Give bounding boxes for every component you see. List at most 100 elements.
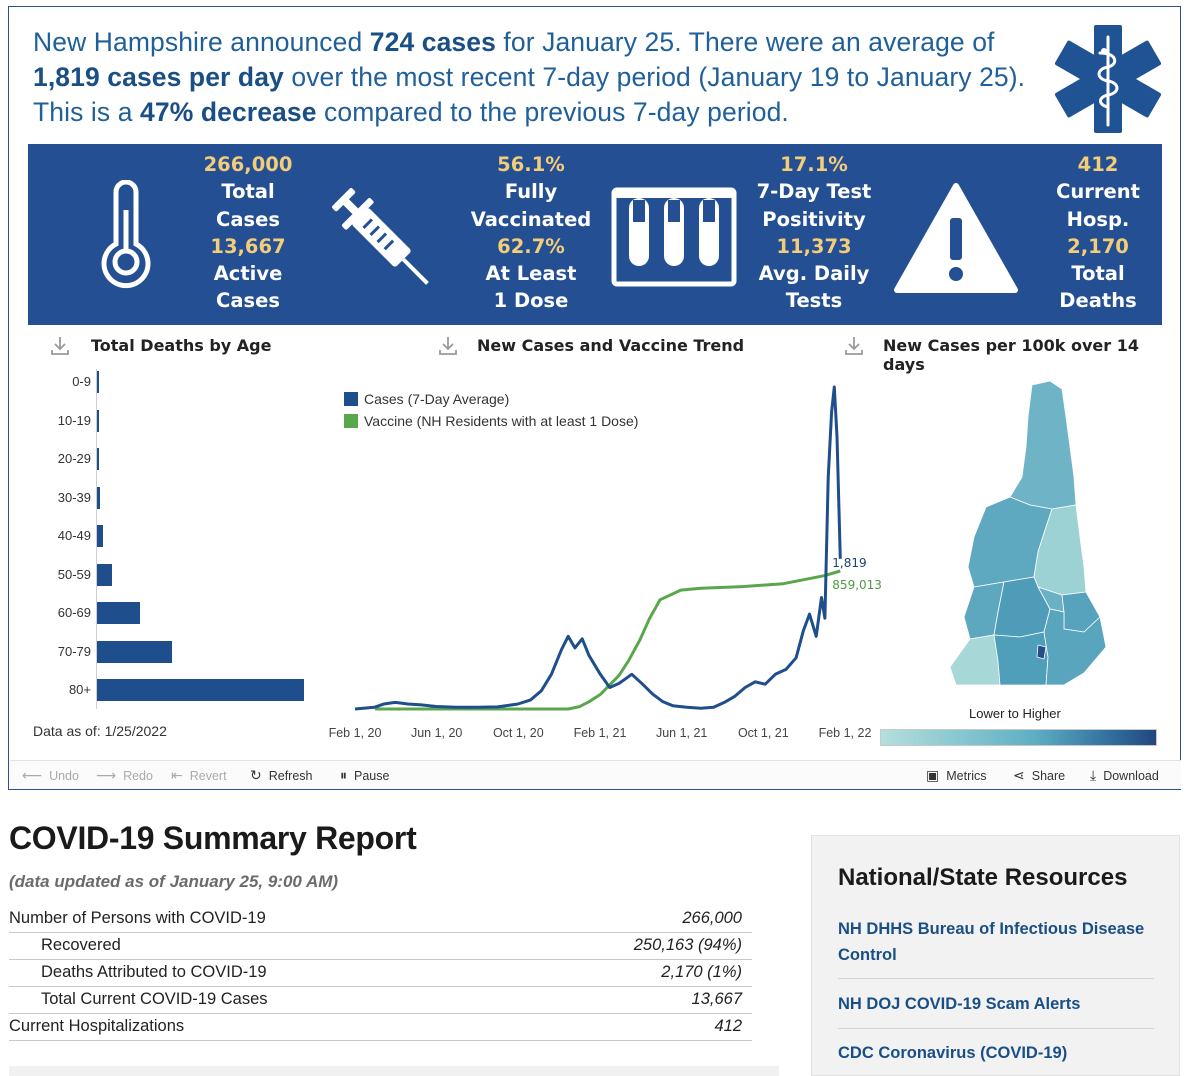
age-tick-label: 0-9 — [72, 374, 91, 389]
kpi-label: Hosp. — [1066, 207, 1130, 231]
metrics-button[interactable]: ▣ Metrics — [926, 767, 987, 784]
map-county-rockingham[interactable] — [1043, 608, 1107, 686]
map-county-coos[interactable] — [1009, 380, 1077, 510]
age-row: 80+ — [29, 679, 329, 701]
download-button[interactable]: ⤓ Download — [1090, 767, 1159, 784]
nh-county-map[interactable] — [934, 377, 1114, 687]
age-row: 30-39 — [29, 486, 329, 509]
age-bar[interactable] — [97, 448, 99, 470]
map-county-hillsborough[interactable] — [993, 631, 1049, 686]
kpi-label: 1 Dose — [493, 289, 569, 313]
map-county-cheshire[interactable] — [949, 634, 1001, 686]
kpi-value: 2,170 — [1067, 234, 1129, 258]
kpi-label: Vaccinated — [470, 207, 592, 231]
vaccine-series-line[interactable] — [375, 569, 841, 711]
revert-button[interactable]: ⇤ Revert — [171, 767, 227, 784]
summary-footer-band — [9, 1066, 779, 1076]
syringe-icon — [332, 188, 429, 285]
cases-series-line[interactable] — [354, 385, 842, 711]
kpi-label: Total — [221, 180, 275, 204]
divider — [838, 1028, 1154, 1029]
headline-avg-cases: 1,819 cases per day — [33, 62, 284, 92]
table-row: Number of Persons with COVID-19 266,000 — [9, 905, 752, 933]
map-county-highlight[interactable] — [1036, 644, 1047, 660]
row-label: Total Current COVID-19 Cases — [9, 986, 519, 1014]
x-tick-label: Feb 1, 20 — [329, 726, 382, 740]
section-title-trend: New Cases and Vaccine Trend — [477, 336, 745, 355]
table-row: Total Current COVID-19 Cases 13,667 — [9, 986, 752, 1014]
age-bar[interactable] — [97, 409, 99, 432]
age-tick-label: 50-59 — [57, 566, 91, 582]
row-value: 2,170 (1%) — [518, 959, 752, 987]
legend-cases: Cases (7-Day Average) — [344, 391, 509, 407]
data-as-of-label: Data as of: 1/25/2022 — [33, 723, 167, 739]
x-tick-label: Oct 1, 21 — [738, 726, 789, 740]
undo-button[interactable]: ⟵ Undo — [22, 767, 79, 784]
download-icon[interactable] — [439, 336, 457, 356]
age-row: 0-9 — [29, 371, 329, 393]
kpi-label: Cases — [216, 289, 280, 313]
headline-summary: New Hampshire announced 724 cases for Ja… — [33, 25, 1043, 130]
metrics-icon: ▣ — [926, 767, 940, 783]
kpi-value: 17.1% — [780, 153, 848, 176]
report-updated-note: (data updated as of January 25, 9:00 AM) — [9, 872, 339, 891]
age-bar[interactable] — [97, 640, 172, 663]
star-of-life-icon — [1054, 25, 1162, 133]
refresh-button[interactable]: ↻ Refresh — [250, 767, 313, 784]
table-row: Current Hospitalizations 412 — [9, 1013, 752, 1041]
redo-label: Redo — [123, 769, 153, 783]
link-nh-doj-scam-alerts[interactable]: NH DOJ COVID-19 Scam Alerts — [838, 995, 1081, 1013]
age-bar[interactable] — [97, 525, 103, 547]
kpi-vaccination: 56.1% Fully Vaccinated 62.7% At Least 1 … — [456, 151, 606, 315]
divider — [838, 978, 1154, 979]
redo-icon: ⟶ — [96, 767, 117, 783]
age-tick-label: 10-19 — [57, 412, 91, 428]
kpi-hospital: 412 Current Hosp. 2,170 Total Deaths — [1023, 151, 1173, 315]
age-tick-label: 40-49 — [57, 528, 91, 543]
warning-icon — [894, 183, 1018, 293]
link-nh-dhhs[interactable]: NH DHHS Bureau of Infectious Disease Con… — [838, 920, 1145, 964]
refresh-label: Refresh — [268, 769, 313, 783]
age-row: 60-69 — [29, 602, 329, 624]
headline-text: over the most recent 7-day period (Janua… — [33, 62, 1026, 127]
test-tubes-icon — [611, 187, 737, 287]
report-title: COVID-19 Summary Report — [9, 820, 417, 856]
row-label: Deaths Attributed to COVID-19 — [9, 959, 519, 987]
kpi-banner: 266,000 Total Cases 13,667 Active Cases — [28, 144, 1162, 325]
kpi-label: Cases — [216, 207, 280, 231]
share-button[interactable]: ⋖ Share — [1013, 767, 1065, 784]
link-cdc-coronavirus[interactable]: CDC Coronavirus (COVID-19) — [838, 1044, 1068, 1062]
row-value: 412 — [518, 1013, 752, 1041]
x-tick-label: Feb 1, 21 — [574, 726, 627, 740]
x-tick-label: Feb 1, 22 — [819, 726, 872, 740]
headline-text: for January 25. There were an average of — [495, 27, 995, 57]
age-bar[interactable] — [97, 486, 100, 509]
kpi-value: 11,373 — [776, 234, 852, 258]
age-tick-label: 80+ — [68, 682, 91, 697]
age-tick-label: 70-79 — [57, 643, 91, 659]
kpi-value: 62.7% — [497, 234, 565, 258]
age-axis-line — [96, 369, 97, 709]
age-bar[interactable] — [97, 602, 141, 624]
headline-decrease: 47% decrease — [140, 97, 317, 127]
download-icon[interactable] — [51, 336, 69, 356]
revert-icon: ⇤ — [171, 767, 183, 783]
download-label: Download — [1103, 769, 1159, 783]
table-row: Deaths Attributed to COVID-19 2,170 (1%) — [9, 959, 752, 987]
pause-button[interactable]: ⏸ Pause — [340, 767, 389, 784]
legend-label: Cases (7-Day Average) — [364, 391, 510, 407]
kpi-value: 56.1% — [497, 153, 565, 176]
redo-button[interactable]: ⟶ Redo — [96, 767, 153, 784]
download-icon[interactable] — [845, 336, 863, 356]
age-bar[interactable] — [97, 679, 304, 701]
age-bar[interactable] — [97, 371, 99, 393]
legend-swatch-cases — [344, 392, 358, 406]
age-bar[interactable] — [97, 563, 113, 586]
thermometer-icon — [101, 180, 151, 289]
cases-end-label: 1,819 — [832, 556, 866, 570]
refresh-icon: ↻ — [250, 767, 262, 783]
row-value: 250,163 (94%) — [518, 932, 752, 960]
undo-icon: ⟵ — [22, 767, 43, 783]
pause-label: Pause — [354, 769, 390, 783]
row-label: Recovered — [9, 932, 519, 960]
